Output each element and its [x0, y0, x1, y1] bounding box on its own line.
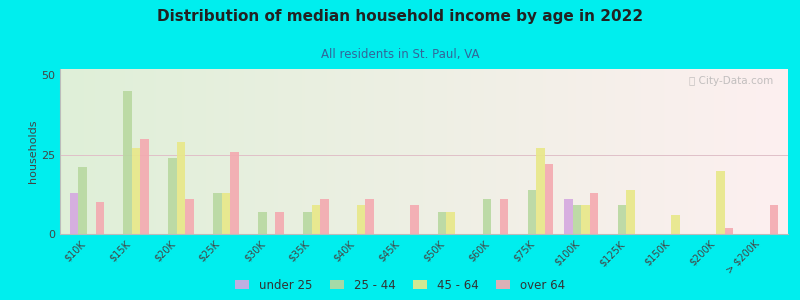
- Bar: [365, 199, 374, 234]
- Bar: [177, 142, 186, 234]
- Bar: [716, 170, 725, 234]
- Bar: [573, 206, 582, 234]
- Text: All residents in St. Paul, VA: All residents in St. Paul, VA: [321, 48, 479, 61]
- Y-axis label: households: households: [28, 120, 38, 183]
- Bar: [320, 199, 329, 234]
- Bar: [770, 206, 778, 234]
- Bar: [141, 139, 149, 234]
- Bar: [483, 199, 491, 234]
- Bar: [303, 212, 312, 234]
- Bar: [446, 212, 455, 234]
- Bar: [222, 193, 230, 234]
- Bar: [671, 215, 680, 234]
- Bar: [312, 206, 320, 234]
- Bar: [258, 212, 266, 234]
- Bar: [438, 212, 446, 234]
- Bar: [410, 206, 418, 234]
- Bar: [528, 190, 536, 234]
- Bar: [132, 148, 141, 234]
- Bar: [618, 206, 626, 234]
- Bar: [536, 148, 545, 234]
- Bar: [582, 206, 590, 234]
- Bar: [186, 199, 194, 234]
- Bar: [230, 152, 239, 234]
- Bar: [214, 193, 222, 234]
- Text: ⓘ City-Data.com: ⓘ City-Data.com: [689, 76, 774, 85]
- Legend: under 25, 25 - 44, 45 - 64, over 64: under 25, 25 - 44, 45 - 64, over 64: [233, 276, 567, 294]
- Bar: [123, 91, 132, 234]
- Bar: [95, 202, 104, 234]
- Bar: [168, 158, 177, 234]
- Bar: [725, 228, 733, 234]
- Bar: [70, 193, 78, 234]
- Bar: [78, 167, 87, 234]
- Bar: [626, 190, 634, 234]
- Bar: [564, 199, 573, 234]
- Bar: [545, 164, 554, 234]
- Bar: [357, 206, 365, 234]
- Bar: [590, 193, 598, 234]
- Text: Distribution of median household income by age in 2022: Distribution of median household income …: [157, 9, 643, 24]
- Bar: [275, 212, 284, 234]
- Bar: [500, 199, 509, 234]
